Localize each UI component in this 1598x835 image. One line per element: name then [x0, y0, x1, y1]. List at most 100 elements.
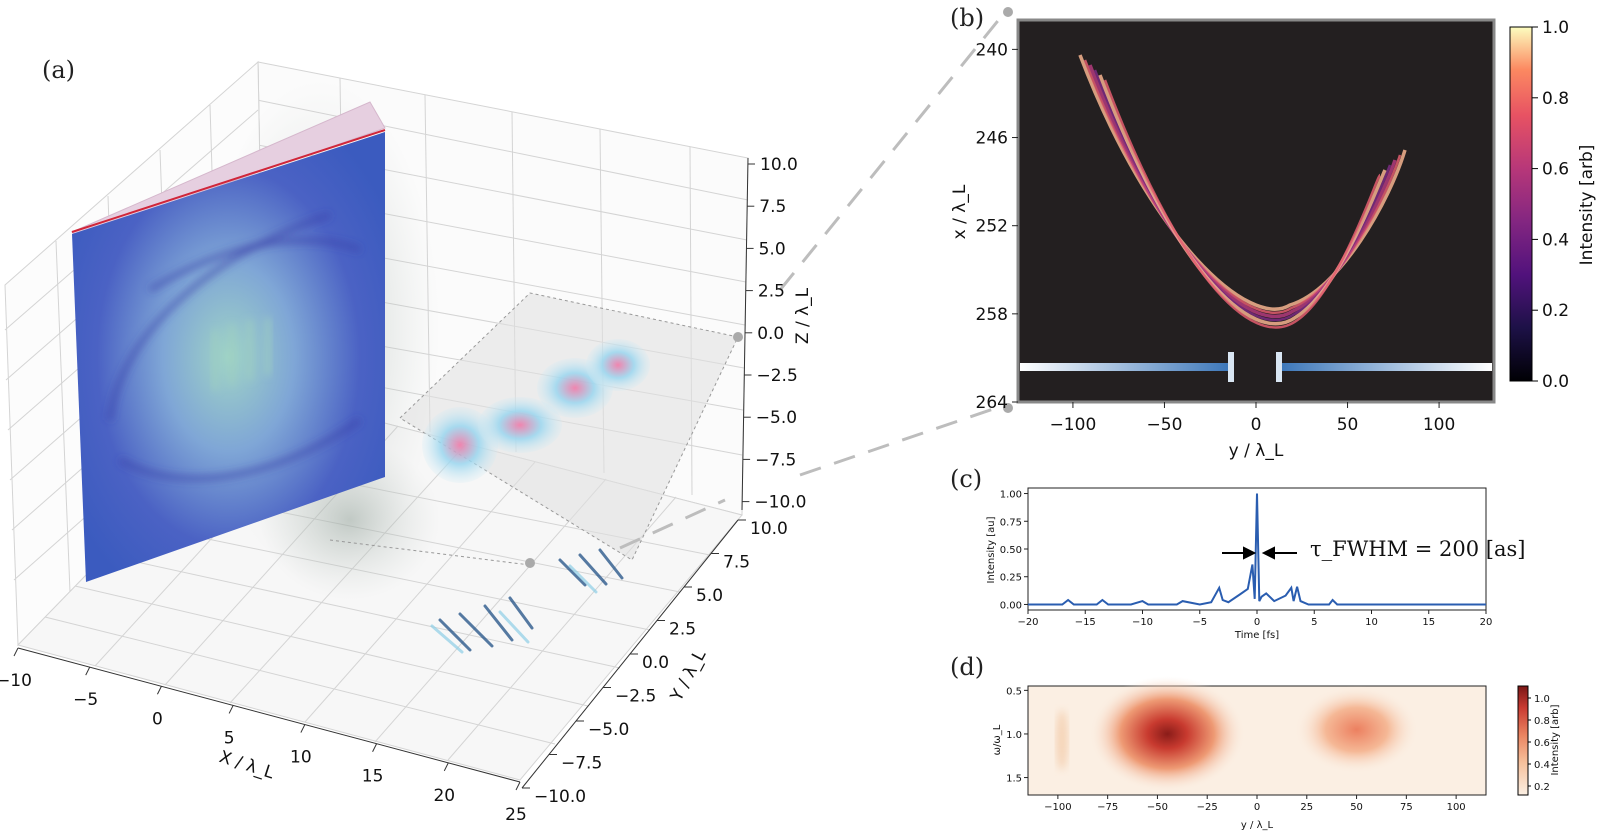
panel-d-axes: −100 −75 −50 −25 0 25 50 75 100 0.5 1.0 1.5	[1006, 686, 1466, 813]
cb-d-tick-label: 1.0	[1534, 694, 1550, 705]
d-x-tick-label: 100	[1447, 802, 1466, 813]
spectral-peak	[1089, 675, 1246, 792]
panel-a: (a)	[0, 7, 1013, 825]
z-tick-label: 5.0	[759, 239, 786, 259]
d-x-tick-label: −25	[1197, 802, 1218, 813]
z-tick-label: 2.5	[758, 282, 785, 302]
cb-b-tick-label: 0.4	[1542, 230, 1569, 250]
d-x-tick-label: −75	[1097, 802, 1118, 813]
fwhm-annotation: τ_FWHM = 200 [as]	[1310, 537, 1525, 561]
plate-texture	[107, 212, 362, 482]
b-y-tick-label: 264	[976, 393, 1008, 413]
y-tick-label: 2.5	[669, 620, 696, 640]
spectral-peaks	[1089, 675, 1419, 792]
y-tick-label: −7.5	[561, 754, 602, 774]
c-y-tick-label: 0.50	[1000, 545, 1022, 556]
x-tick-label: 15	[362, 767, 384, 787]
x-tick-label: 25	[505, 805, 527, 825]
z-tick-label: 0.0	[757, 324, 784, 344]
panel-c-ylabel: Intensity [au]	[986, 516, 997, 583]
x-tick-label: −5	[73, 690, 98, 710]
c-x-tick-label: 10	[1365, 617, 1378, 628]
cb-b-tick-label: 0.8	[1542, 89, 1569, 109]
z-tick-label: −5.0	[756, 408, 797, 428]
cb-d-tick-label: 0.2	[1534, 782, 1550, 793]
c-x-tick-label: 20	[1480, 617, 1493, 628]
zoom-connector-lines	[619, 11, 1007, 550]
d-x-tick-label: −50	[1147, 802, 1168, 813]
panel-b-ylabel: x / λ_L	[950, 184, 970, 239]
x-tick-label: −10	[0, 671, 32, 691]
z-axis-label: Z / λ_L	[793, 287, 813, 344]
x-tick	[300, 724, 306, 733]
x-axis-label: X / λ_L	[217, 747, 277, 784]
aperture-bar-right	[1278, 363, 1492, 371]
z-tick-label: −2.5	[757, 366, 798, 386]
b-y-tick-label: 252	[976, 217, 1008, 237]
d-x-tick-label: 0	[1254, 802, 1260, 813]
x-tick	[85, 666, 91, 676]
c-x-tick-label: −20	[1017, 617, 1038, 628]
y-tick-label: −2.5	[615, 687, 656, 707]
fwhm-arrows	[1222, 546, 1297, 560]
c-x-tick-label: −15	[1075, 617, 1096, 628]
harmonic-arc	[1103, 79, 1382, 329]
c-y-tick-label: 0.75	[1000, 517, 1022, 528]
spectral-peak	[1294, 685, 1419, 774]
connector-dot-bottom	[525, 558, 535, 568]
x-tick-label: 20	[433, 786, 455, 806]
panel-c: (c) −20 −15 −10 −5 0 5 10 15 20 0.00 0.25 0.50 0.75 1…	[950, 465, 1525, 641]
colorbar-d-label: Intensity [arb]	[1550, 704, 1561, 775]
d-y-tick-label: 1.0	[1006, 730, 1022, 741]
plate-fringes	[212, 318, 271, 390]
z-tick-label: 7.5	[759, 197, 786, 217]
panel-b-axes: −100 −50 0 50 100 240 246 252 258 264	[976, 40, 1456, 435]
colorbar-d	[1517, 685, 1529, 796]
panel-c-xlabel: Time [fs]	[1234, 630, 1279, 641]
panel-d: (d) −100 −75 −50 −25 0 25 50 75 100 0.5 1.0 1.5 y /…	[950, 653, 1561, 831]
b-x-tick-label: 100	[1423, 415, 1455, 435]
intensity-line	[1028, 493, 1486, 606]
aperture-bar-left	[1020, 363, 1232, 371]
y-tick-label: 7.5	[723, 553, 750, 573]
x-tick-label: 0	[152, 709, 163, 729]
x-tick	[515, 781, 521, 791]
connector-dot-top	[733, 332, 743, 342]
c-x-tick-label: 15	[1422, 617, 1435, 628]
colorbar-b-label: Intensity [arb]	[1577, 145, 1597, 266]
d-x-tick-label: 25	[1300, 802, 1313, 813]
panel-d-ylabel: ω/ω_L	[992, 724, 1003, 755]
cb-d-tick-label: 0.8	[1534, 716, 1550, 727]
b-x-tick-label: −100	[1050, 415, 1097, 435]
harmonic-arcs	[1078, 54, 1407, 329]
x-tick	[228, 705, 234, 714]
b-x-tick-label: 0	[1251, 415, 1262, 435]
colorbar-b	[1509, 26, 1533, 382]
cb-b-tick-label: 0.6	[1542, 160, 1569, 180]
d-x-tick-label: 75	[1400, 802, 1413, 813]
z-axis: 10.0 7.5 5.0 2.5 0.0 −2.5 −5.0 −7.5 −10.0	[741, 155, 807, 513]
panel-d-xlabel: y / λ_L	[1241, 820, 1274, 831]
x-tick	[443, 762, 449, 772]
panel-label-b: (b)	[950, 4, 984, 32]
c-x-tick-label: −10	[1132, 617, 1153, 628]
b-x-tick-label: −50	[1147, 415, 1183, 435]
b-x-tick-label: 50	[1337, 415, 1359, 435]
target-plate-edge	[71, 129, 386, 233]
d-y-tick-label: 1.5	[1006, 774, 1022, 785]
attosecond-pulse-blobs	[422, 339, 650, 483]
y-axis-label: Y / λ_L	[666, 646, 710, 705]
c-y-tick-label: 0.00	[1000, 600, 1022, 611]
y-tick-label: −10.0	[534, 787, 586, 807]
target-plate	[72, 132, 385, 582]
cb-b-tick-label: 1.0	[1542, 18, 1569, 38]
z-tick-label: −10.0	[754, 493, 806, 513]
b-y-tick-label: 240	[976, 40, 1008, 60]
colorbar-b-ticks: 0.0 0.2 0.4 0.6 0.8 1.0	[1532, 18, 1569, 392]
d-x-tick-label: −100	[1044, 802, 1071, 813]
panel-label-c: (c)	[950, 465, 982, 493]
cb-b-tick-label: 0.0	[1542, 372, 1569, 392]
y-axis: −10.0 −7.5 −5.0 −2.5 0.02.55.07.510.0	[521, 519, 788, 807]
cb-b-tick-label: 0.2	[1542, 301, 1569, 321]
